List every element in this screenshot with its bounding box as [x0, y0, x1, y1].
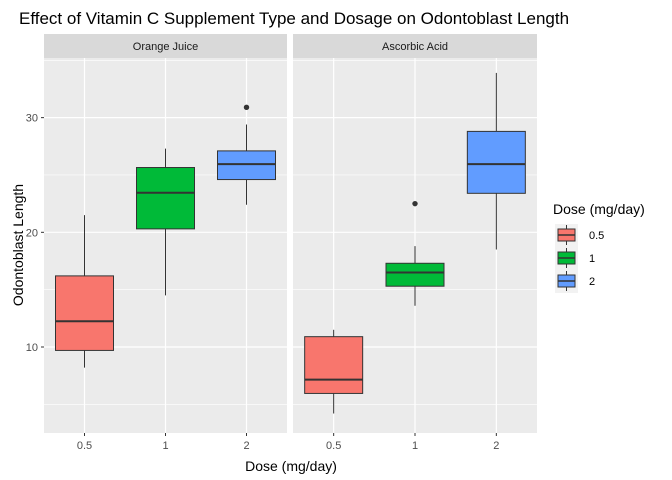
box-0.5 — [304, 329, 364, 414]
box-body — [217, 150, 276, 181]
facet-strip — [44, 34, 287, 58]
y-axis: 10 20 30 — [26, 113, 44, 354]
legend-entry-0.5: 0.5 — [555, 224, 604, 247]
x-axis-title: Dose (mg/day) — [245, 458, 337, 474]
x-tick-label: 1 — [162, 440, 168, 452]
legend-label: 2 — [589, 276, 595, 288]
x-tick-label: 0.5 — [326, 440, 341, 452]
x-tick-label: 1 — [412, 440, 418, 452]
y-tick-label: 20 — [26, 227, 38, 239]
box-1 — [385, 200, 445, 306]
x-tick-label: 0.5 — [77, 440, 92, 452]
y-tick-label: 30 — [26, 113, 38, 125]
legend-entry-2: 2 — [555, 270, 595, 293]
box-body — [136, 167, 195, 230]
legend: Dose (mg/day) 0.5 1 2 — [553, 201, 645, 293]
panel-orange-juice: Orange Juice 0.5 1 2 — [44, 34, 287, 452]
x-tick-label: 2 — [243, 440, 249, 452]
chart-title: Effect of Vitamin C Supplement Type and … — [19, 9, 569, 28]
facet-panels: Orange Juice 0.5 1 2 Ascorbic Acid 0.5 1 2 — [44, 34, 537, 452]
panel-ascorbic-acid: Ascorbic Acid 0.5 1 2 — [293, 34, 537, 452]
legend-label: 1 — [589, 253, 595, 265]
facet-strip — [293, 34, 537, 58]
legend-title: Dose (mg/day) — [553, 201, 645, 217]
box-1 — [136, 148, 195, 296]
box-2 — [217, 104, 276, 205]
box-2 — [466, 72, 526, 250]
facet-strip-label: Orange Juice — [133, 41, 198, 53]
box-body — [55, 275, 114, 351]
box-0.5 — [55, 215, 114, 368]
legend-entry-1: 1 — [555, 247, 595, 270]
box-body — [466, 130, 526, 194]
outlier-point — [412, 200, 418, 207]
box-body — [385, 262, 445, 287]
box-body — [304, 336, 364, 394]
facet-strip-label: Ascorbic Acid — [382, 41, 448, 53]
y-axis-title: Odontoblast Length — [10, 184, 26, 306]
y-tick-label: 10 — [26, 342, 38, 354]
x-tick-label: 2 — [493, 440, 499, 452]
outlier-point — [243, 104, 250, 111]
legend-label: 0.5 — [589, 230, 604, 242]
